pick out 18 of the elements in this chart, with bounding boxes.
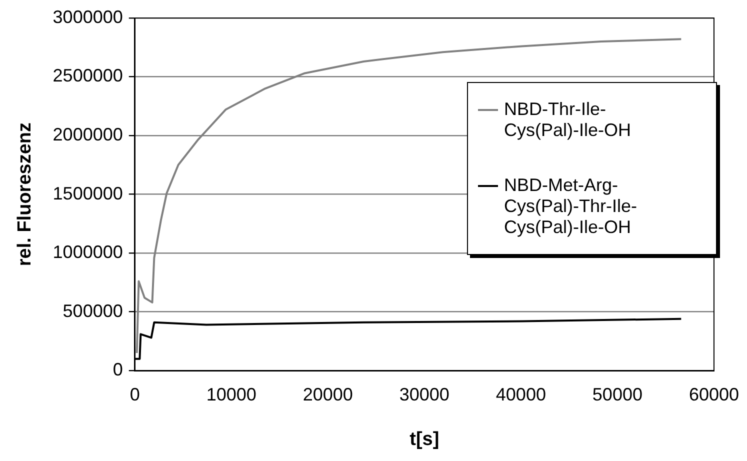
x-axis-title: t[s] [410,428,440,450]
y-tick-label: 3000000 [52,6,123,27]
x-tick-label: 30000 [399,384,450,404]
legend-label: NBD-Thr-Ile-Cys(Pal)-Ile-OH [504,99,632,141]
y-axis-title: rel. Fluoreszenz [14,122,36,266]
x-tick-label: 40000 [496,384,546,404]
x-tick-label: 0 [130,384,140,404]
y-tick-label: 500000 [62,300,123,321]
legend-label: NBD-Met-Arg-Cys(Pal)-Thr-Ile-Cys(Pal)-Ile-OH [504,175,638,238]
x-tick-label: 50000 [592,384,642,404]
y-tick-label: 1000000 [52,242,123,262]
x-tick-label: 60000 [688,384,740,404]
x-tick-label: 10000 [206,384,256,404]
y-tick-label: 1500000 [52,183,123,204]
x-tick-label: 20000 [302,384,353,404]
y-tick-label: 2000000 [52,124,123,144]
y-tick-label: 0 [112,360,123,380]
y-tick-label: 2500000 [52,66,123,86]
